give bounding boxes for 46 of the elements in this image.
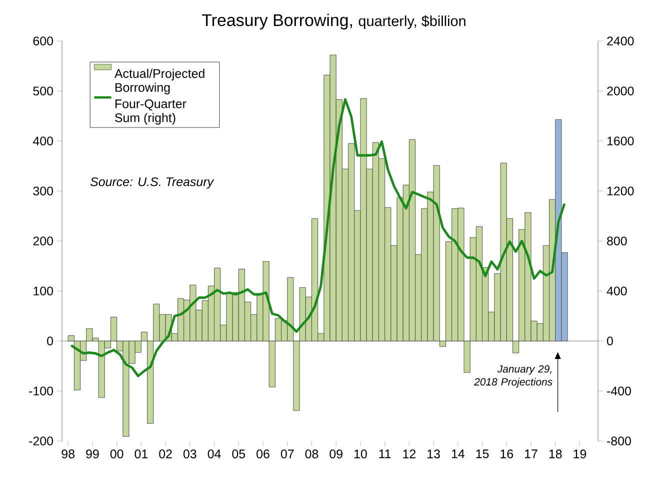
x-tick-label: 99	[86, 450, 99, 458]
annotation: Source: U.S. Treasury	[90, 177, 214, 189]
x-tick-label: 00	[110, 450, 124, 458]
legend-label: Four-Quarter Sum (right)	[115, 99, 186, 125]
x-tick-label: 07	[280, 450, 294, 458]
x-tick-label: 15	[476, 450, 489, 458]
y-tick-label: 200	[33, 236, 53, 246]
x-tick-label: 98	[62, 450, 74, 458]
x-tick-label: 10	[354, 450, 367, 458]
y2-tick-label: 800	[607, 236, 627, 246]
y2-tick-label: -800	[607, 436, 631, 446]
y2-tick-label: -400	[607, 386, 631, 396]
annotation: January 29, 2018 Projections	[474, 365, 552, 388]
x-tick-label: 16	[500, 450, 514, 458]
y-tick-label: 300	[33, 186, 53, 196]
x-tick-label: 08	[305, 450, 318, 458]
y2-tick-label: 0	[607, 336, 613, 346]
x-tick-label: 02	[159, 450, 172, 458]
y2-tick-label: 1200	[607, 186, 634, 196]
legend-label: Actual/Projected Borrowing	[114, 68, 204, 94]
y-tick-label: -100	[29, 386, 53, 396]
chart-subtitle: quarterly, $billion	[358, 15, 466, 29]
x-tick-label: 03	[183, 450, 196, 458]
y-tick-label: 600	[33, 36, 53, 46]
y2-tick-label: 400	[606, 286, 627, 296]
chart-title: Treasury Borrowing,	[202, 14, 352, 30]
x-tick-label: 09	[330, 450, 342, 458]
y-tick-label: 100	[34, 286, 53, 296]
x-tick-label: 04	[208, 450, 221, 458]
x-tick-label: 17	[525, 450, 538, 458]
y-tick-label: 400	[32, 136, 53, 146]
x-tick-label: 06	[256, 450, 270, 458]
x-tick-label: 18	[549, 450, 562, 458]
y2-tick-label: 2400	[607, 36, 634, 46]
y-tick-label: 0	[47, 336, 53, 346]
x-tick-label: 01	[134, 450, 148, 458]
y-tick-label: 500	[33, 86, 53, 96]
y2-tick-label: 2000	[607, 86, 634, 96]
y-tick-label: -200	[29, 436, 53, 446]
y2-tick-label: 1600	[607, 136, 634, 146]
x-tick-label: 11	[379, 450, 391, 458]
x-tick-label: 14	[452, 450, 464, 458]
x-tick-label: 19	[574, 450, 586, 458]
x-tick-label: 05	[232, 450, 246, 458]
x-tick-label: 12	[403, 450, 416, 458]
x-tick-label: 13	[428, 450, 440, 458]
